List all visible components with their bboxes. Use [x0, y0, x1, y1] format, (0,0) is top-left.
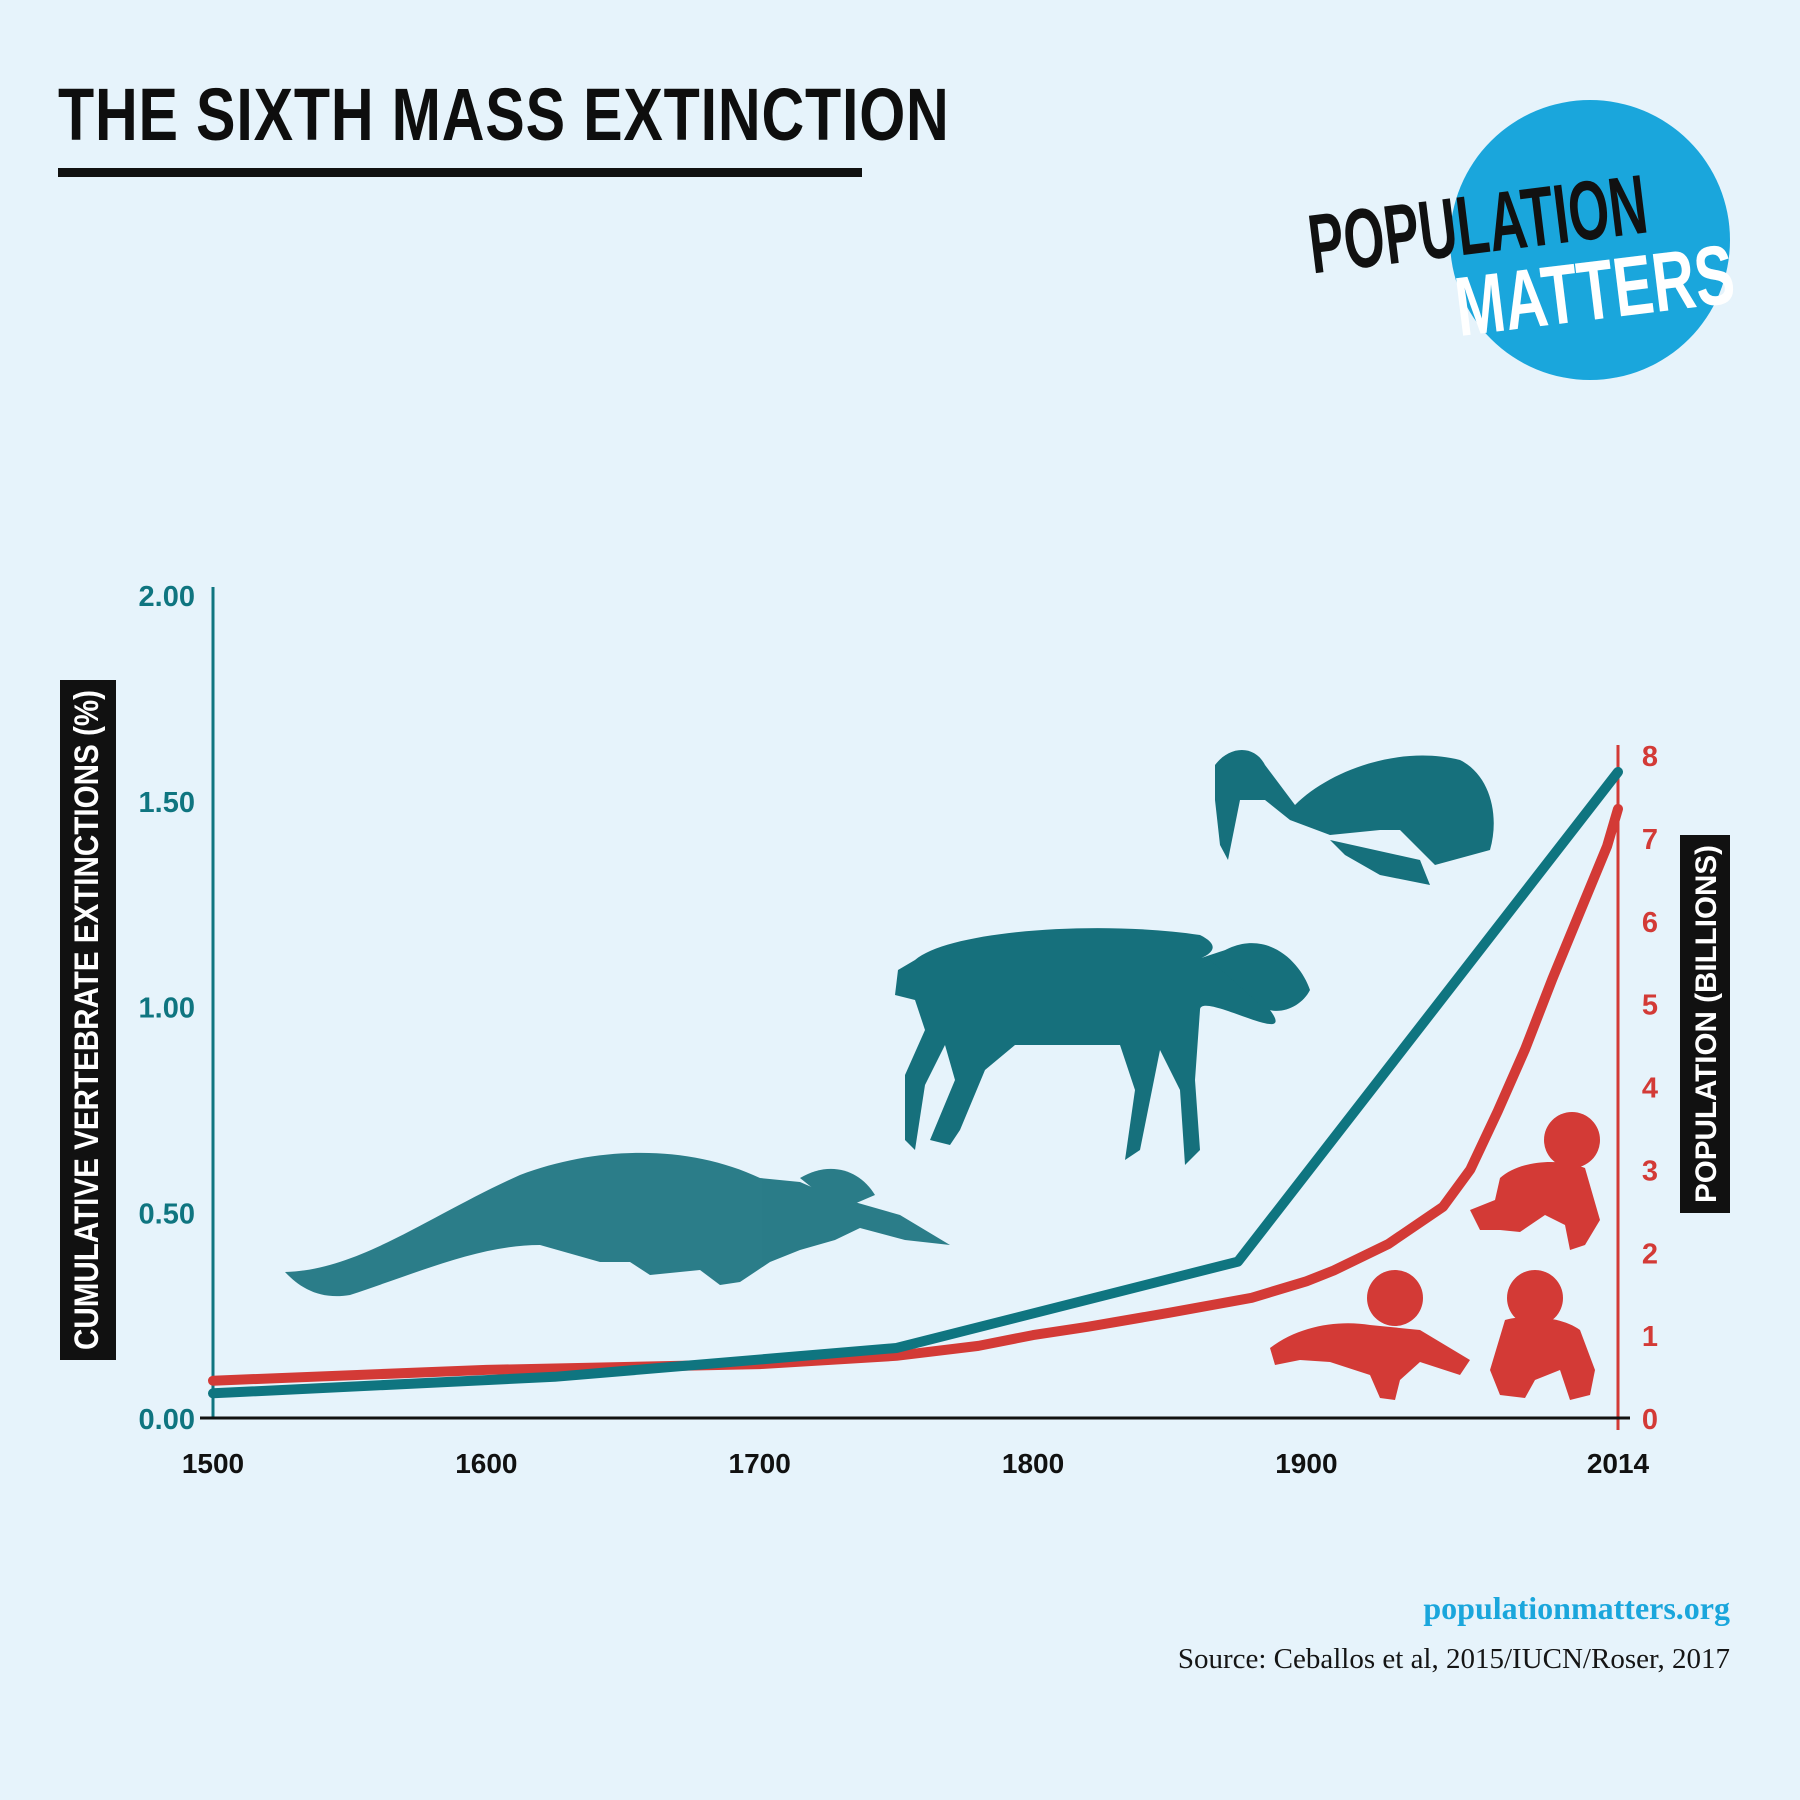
y-left-tick-label: 1.50 — [139, 787, 195, 819]
footer-source: Source: Ceballos et al, 2015/IUCN/Roser,… — [1177, 1643, 1730, 1675]
x-axis-ticks: 1500 1600 1700 1800 1900 2014 — [182, 1448, 1650, 1479]
x-tick-label: 1600 — [455, 1448, 517, 1479]
bird-skeleton-icon — [1215, 750, 1494, 885]
x-tick-label: 2014 — [1587, 1448, 1650, 1479]
y-axis-right-label: POPULATION (BILLIONS) — [1680, 835, 1730, 1213]
quagga-skeleton-icon — [895, 928, 1310, 1165]
logo-circle — [1450, 100, 1730, 380]
footer-url[interactable]: populationmatters.org — [1423, 1590, 1730, 1626]
y-right-tick-label: 0 — [1642, 1404, 1658, 1436]
page-title: THE SIXTH MASS EXTINCTION — [58, 73, 950, 156]
y-left-tick-label: 0.50 — [139, 1198, 195, 1230]
x-tick-label: 1800 — [1002, 1448, 1064, 1479]
series-line-population — [208, 803, 1623, 1386]
x-tick-label: 1700 — [729, 1448, 791, 1479]
series-line-extinctions — [208, 766, 1623, 1399]
y-right-tick-label: 7 — [1642, 824, 1658, 856]
y-right-tick-label: 4 — [1642, 1073, 1658, 1105]
y-left-tick-label: 2.00 — [139, 581, 195, 613]
y-left-tick-label: 1.00 — [139, 993, 195, 1025]
y-right-tick-label: 8 — [1642, 741, 1658, 773]
y-right-tick-label: 3 — [1642, 1155, 1658, 1187]
population-matters-logo[interactable]: POPULATION MATTERS — [1300, 100, 1740, 390]
y-axis-left-ticks: 0.00 0.50 1.00 1.50 2.00 — [139, 581, 195, 1436]
y-axis-right-ticks: 0 1 2 3 4 5 6 7 8 — [1642, 741, 1658, 1436]
crawling-baby-icon — [1490, 1270, 1595, 1400]
y-right-tick-label: 5 — [1642, 990, 1658, 1022]
y-axis-left-label: CUMULATIVE VERTEBRATE EXTINCTIONS (%) — [60, 680, 116, 1360]
y-axis-left-label-text: CUMULATIVE VERTEBRATE EXTINCTIONS (%) — [68, 690, 106, 1350]
crawling-baby-icon — [1270, 1270, 1470, 1400]
y-axis-right-label-text: POPULATION (BILLIONS) — [1690, 845, 1723, 1203]
y-left-tick-label: 0.00 — [139, 1404, 195, 1436]
whale-skeleton-icon — [285, 1152, 950, 1297]
title-underline — [58, 168, 862, 177]
crawling-baby-icon — [1470, 1112, 1600, 1250]
y-right-tick-label: 1 — [1642, 1321, 1658, 1353]
y-right-tick-label: 6 — [1642, 907, 1658, 939]
y-right-tick-label: 2 — [1642, 1238, 1658, 1270]
x-tick-label: 1500 — [182, 1448, 244, 1479]
x-tick-label: 1900 — [1275, 1448, 1337, 1479]
